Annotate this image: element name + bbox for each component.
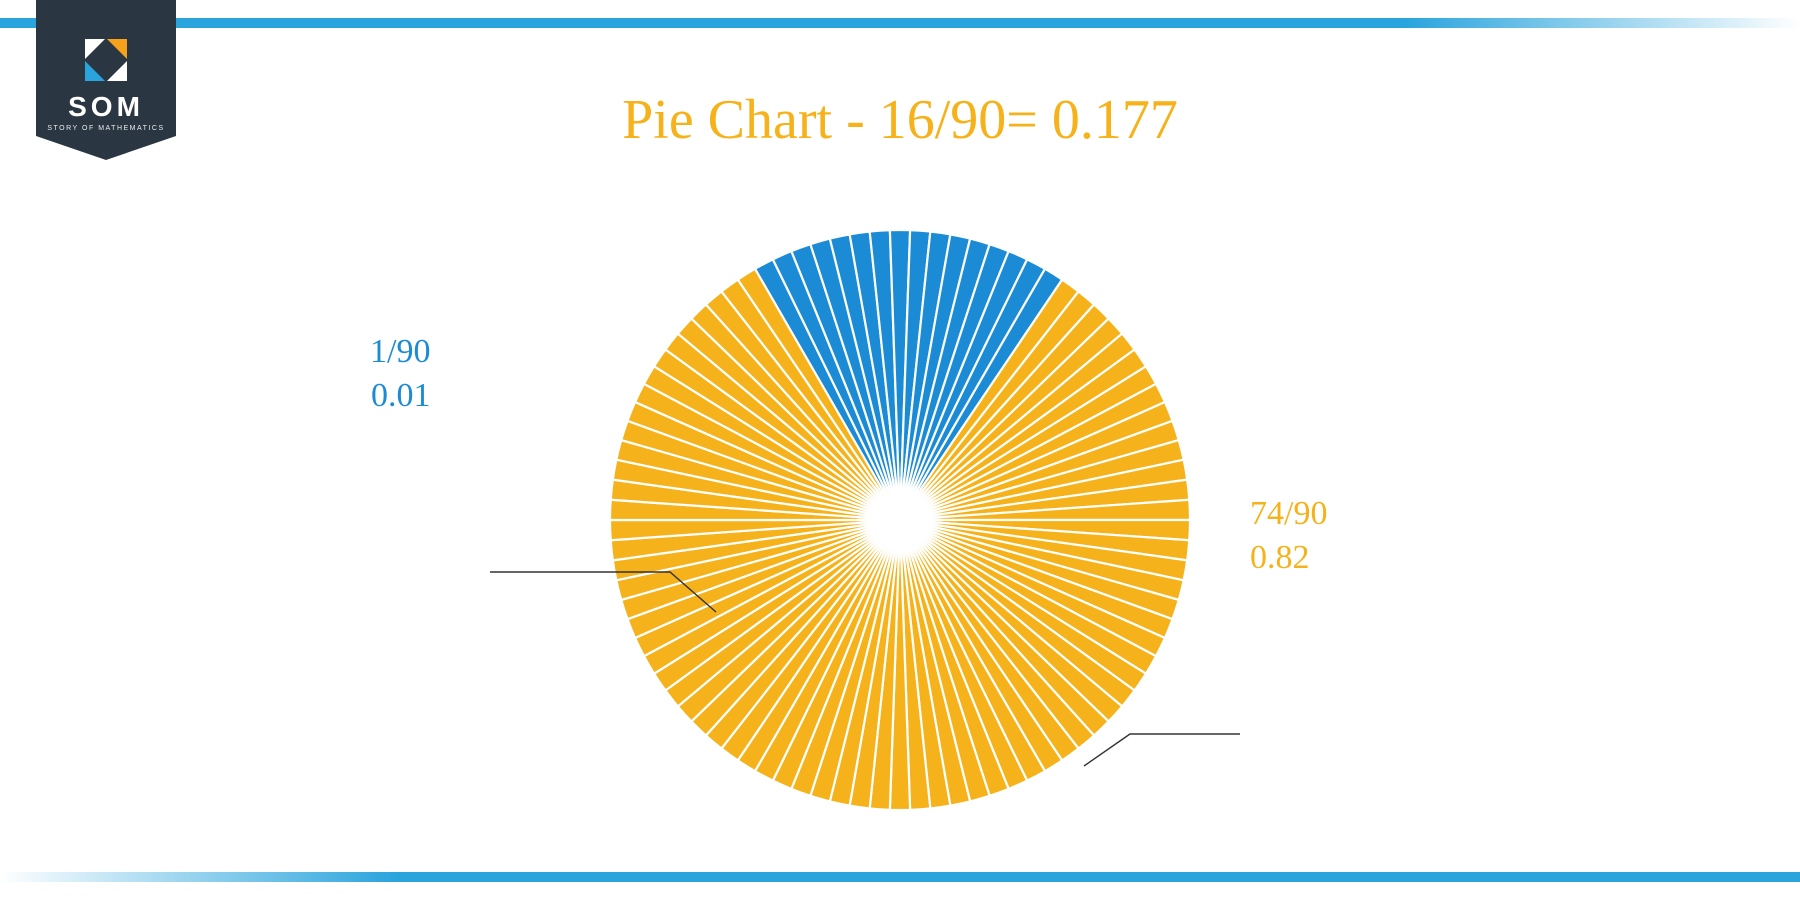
pie-label-left-decimal: 0.01 bbox=[370, 374, 430, 418]
pie-label-right-decimal: 0.82 bbox=[1250, 536, 1327, 580]
pie-label-right-fraction: 74/90 bbox=[1250, 492, 1327, 536]
logo-icon bbox=[83, 37, 129, 83]
bottom-accent-bar bbox=[0, 872, 1800, 882]
chart-title: Pie Chart - 16/90= 0.177 bbox=[0, 88, 1800, 152]
pie-center-glow bbox=[856, 476, 944, 564]
leader-line bbox=[1084, 734, 1240, 766]
top-accent-bar bbox=[0, 18, 1800, 28]
pie-chart bbox=[0, 210, 1800, 855]
pie-label-left-fraction: 1/90 bbox=[370, 330, 430, 374]
pie-label-left: 1/90 0.01 bbox=[370, 330, 430, 418]
pie-label-right: 74/90 0.82 bbox=[1250, 492, 1327, 580]
